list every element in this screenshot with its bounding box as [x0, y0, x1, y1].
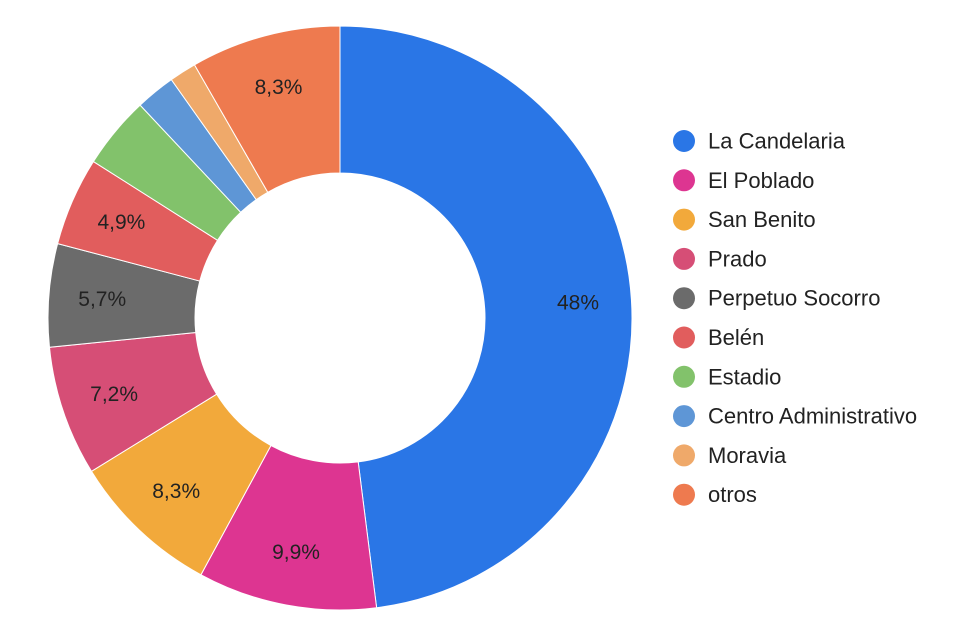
- legend-swatch: [673, 326, 695, 349]
- legend-swatch: [673, 247, 695, 270]
- slice-label-la-candelaria: 48%: [557, 292, 599, 315]
- legend-swatch: [673, 444, 695, 467]
- legend-label: Moravia: [708, 443, 787, 468]
- legend-swatch: [673, 483, 695, 506]
- legend: La Candelaria El Poblado San Benito Prado Pe…: [673, 129, 917, 507]
- legend-item-centro-administrativo: Centro Administrativo: [673, 404, 917, 429]
- slice-otros: [193, 25, 341, 193]
- legend-label: La Candelaria: [708, 129, 846, 154]
- legend-swatch: [673, 287, 695, 310]
- legend-swatch: [673, 130, 695, 152]
- legend-label: otros: [708, 482, 757, 507]
- legend-swatch: [673, 208, 695, 231]
- legend-item-la-candelaria: La Candelaria: [673, 129, 846, 154]
- legend-label: Prado: [708, 246, 767, 271]
- legend-swatch: [673, 405, 695, 428]
- slice-label-perpetuo-socorro: 5,7%: [78, 288, 126, 311]
- legend-item-moravia: Moravia: [673, 443, 787, 468]
- slice-labels-group: 48% 9,9% 8,3% 7,2% 5,7% 4,9% 8,3%: [78, 76, 599, 564]
- slice-label-prado: 7,2%: [90, 383, 138, 406]
- legend-item-san-benito: San Benito: [673, 207, 816, 232]
- legend-label: Perpetuo Socorro: [708, 286, 880, 311]
- slice-label-san-benito: 8,3%: [152, 480, 200, 503]
- legend-item-estadio: Estadio: [673, 364, 781, 389]
- legend-label: San Benito: [708, 207, 816, 232]
- slice-label-belen: 4,9%: [97, 211, 145, 234]
- legend-item-el-poblado: El Poblado: [673, 168, 814, 193]
- slices-group: [47, 25, 633, 611]
- legend-swatch: [673, 169, 695, 192]
- legend-label: El Poblado: [708, 168, 814, 193]
- legend-label: Belén: [708, 325, 764, 350]
- slice-la-candelaria: [339, 25, 633, 609]
- legend-swatch: [673, 365, 695, 388]
- legend-item-perpetuo-socorro: Perpetuo Socorro: [673, 286, 880, 311]
- legend-label: Centro Administrativo: [708, 404, 917, 429]
- slice-label-el-poblado: 9,9%: [272, 541, 320, 564]
- slice-label-otros: 8,3%: [255, 76, 303, 99]
- legend-item-belen: Belén: [673, 325, 764, 350]
- legend-item-prado: Prado: [673, 246, 767, 271]
- legend-item-otros: otros: [673, 482, 757, 507]
- legend-label: Estadio: [708, 364, 781, 389]
